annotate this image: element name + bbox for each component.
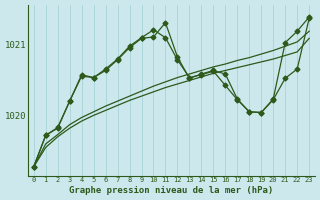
X-axis label: Graphe pression niveau de la mer (hPa): Graphe pression niveau de la mer (hPa) [69, 186, 274, 195]
